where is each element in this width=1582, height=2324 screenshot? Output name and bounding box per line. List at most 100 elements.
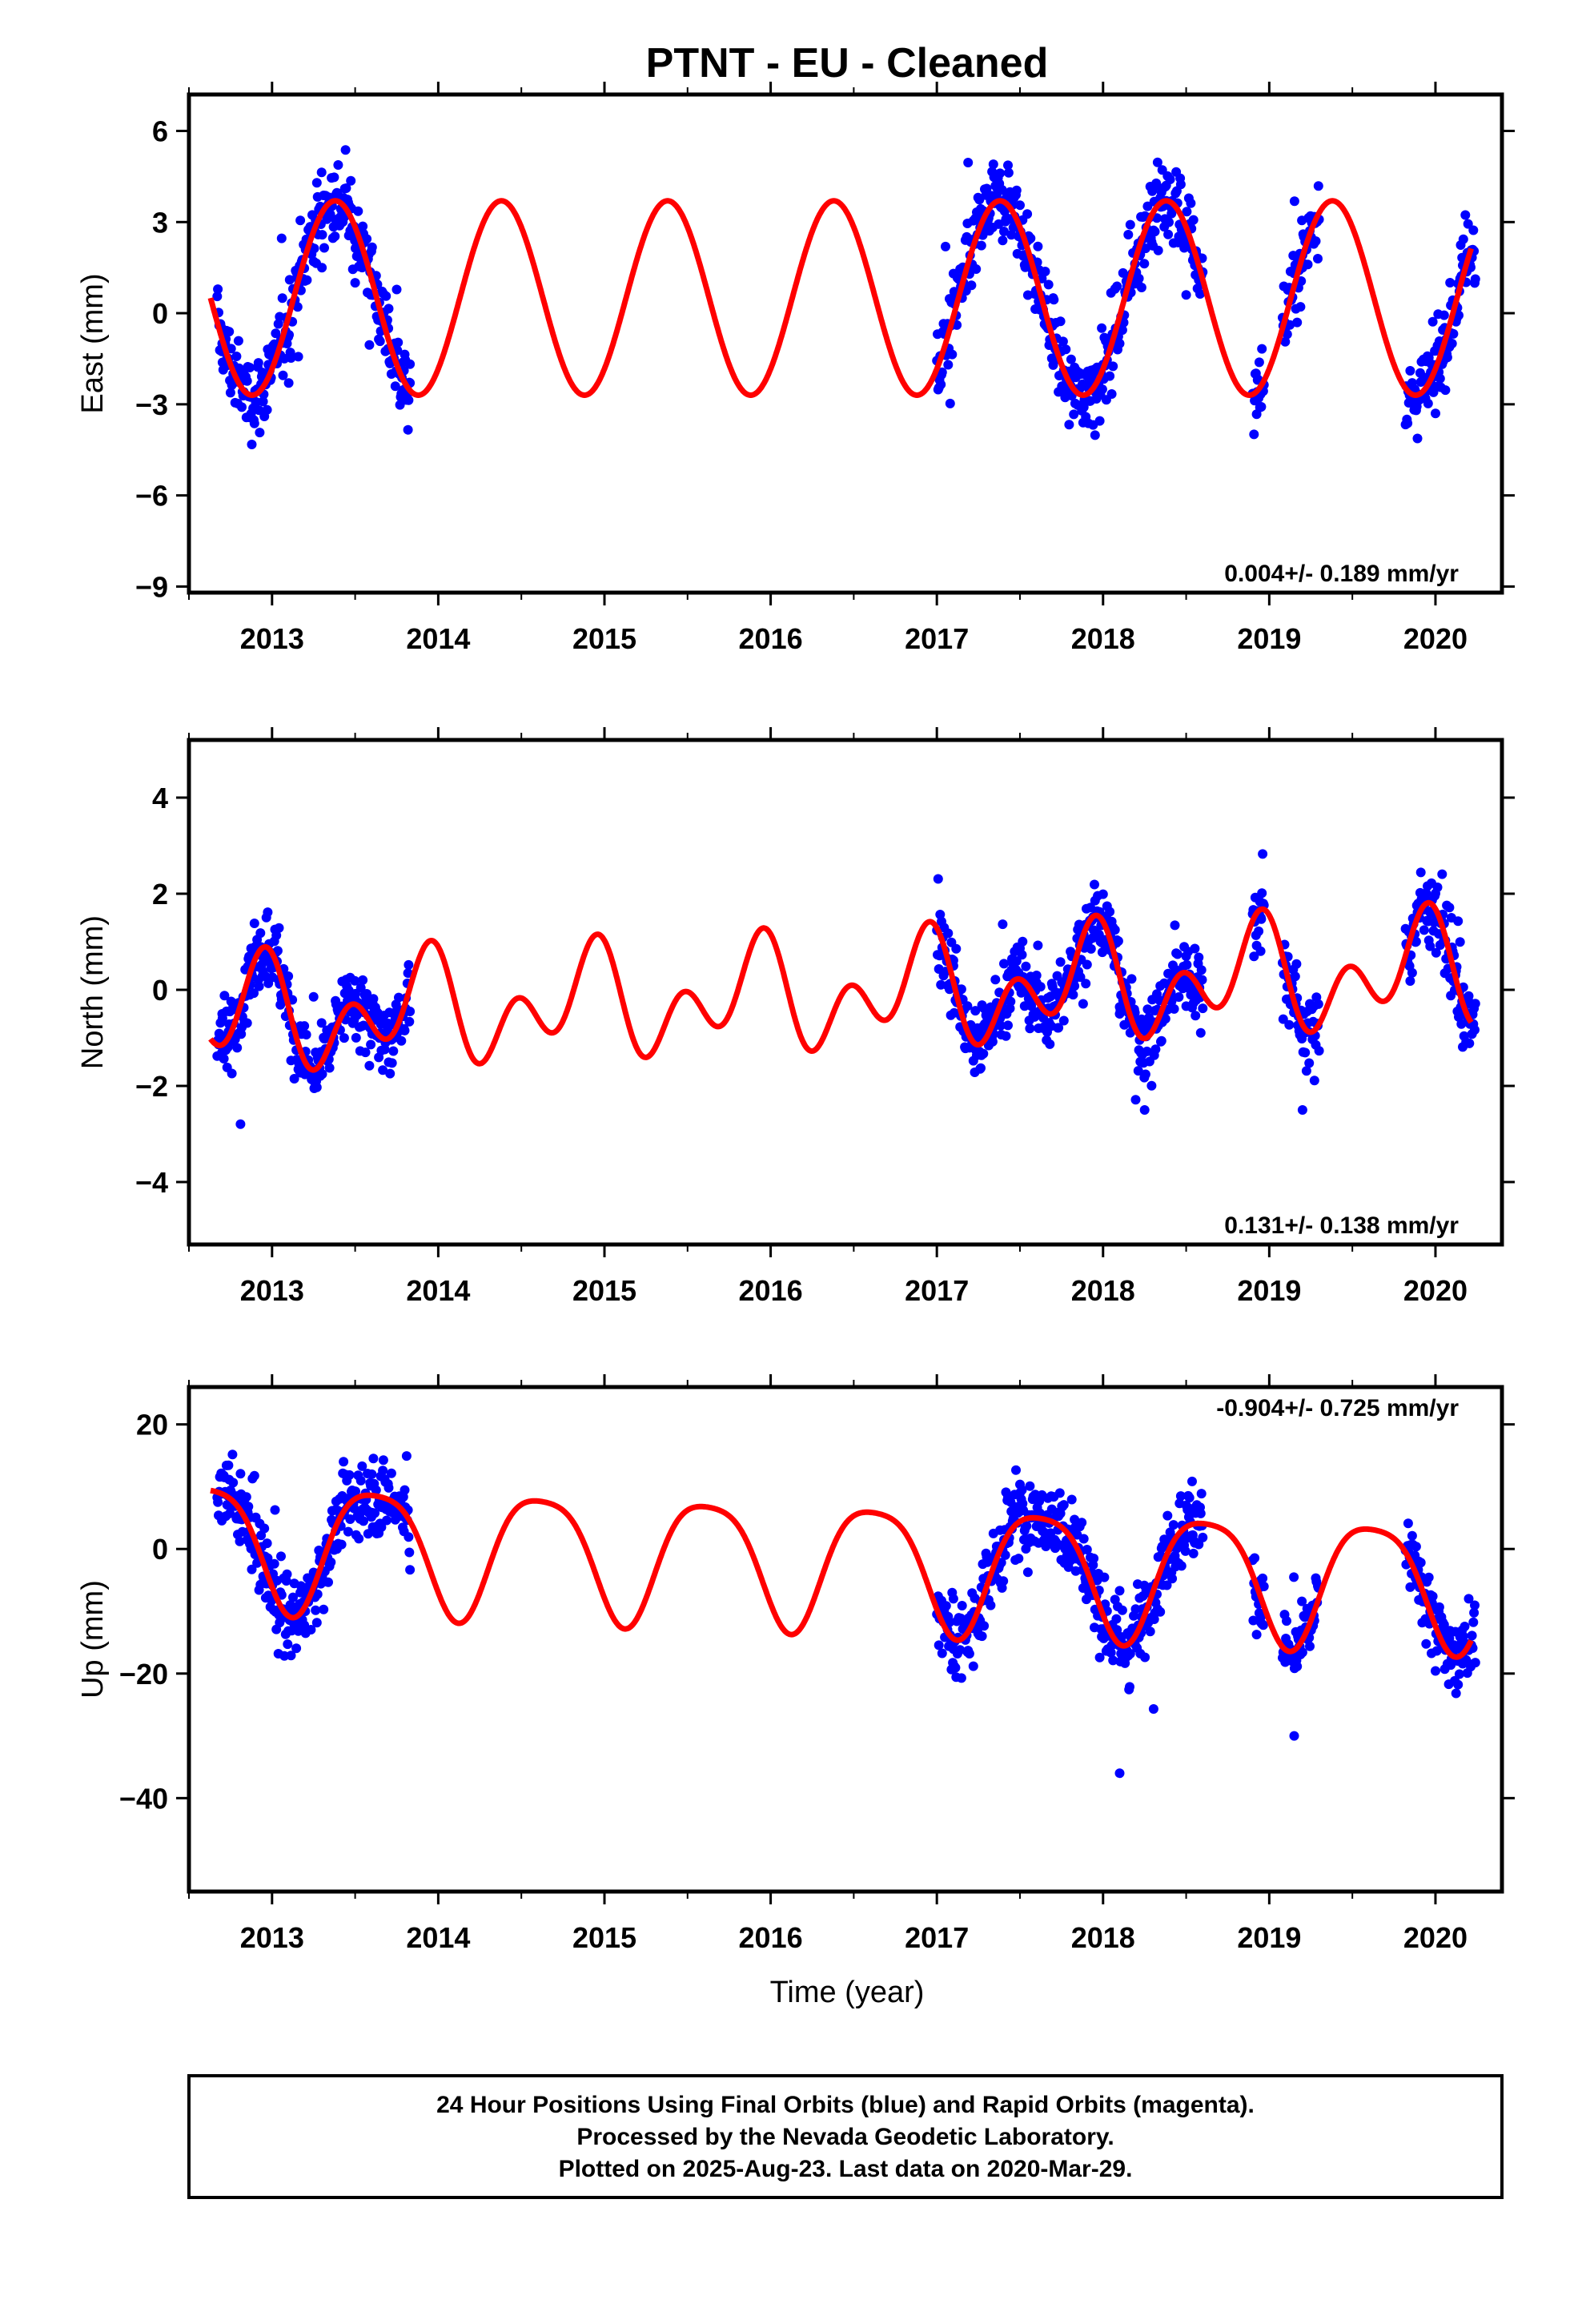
data-point bbox=[1054, 1023, 1064, 1033]
data-point bbox=[1289, 1731, 1299, 1741]
data-point bbox=[1405, 366, 1415, 376]
data-point bbox=[293, 1626, 303, 1636]
data-point bbox=[1156, 1035, 1166, 1046]
y-tick-label: −4 bbox=[135, 1166, 168, 1199]
data-point bbox=[1188, 215, 1199, 225]
data-point bbox=[235, 1536, 245, 1546]
data-point bbox=[1026, 1001, 1037, 1011]
data-point bbox=[1058, 1015, 1069, 1026]
panel-east: 2013 2014 2015 2016 2017 2018 2019 2020 6 3 0 −3 −6 −… bbox=[76, 82, 1515, 655]
data-point bbox=[1082, 959, 1092, 970]
data-point bbox=[233, 336, 243, 346]
data-point bbox=[1423, 398, 1433, 408]
data-point bbox=[383, 304, 394, 314]
data-point bbox=[249, 1470, 259, 1481]
data-point bbox=[1284, 1019, 1295, 1030]
data-point bbox=[936, 380, 946, 390]
data-point bbox=[1003, 1020, 1013, 1031]
data-point bbox=[1470, 999, 1480, 1009]
data-point bbox=[956, 1673, 966, 1683]
data-point bbox=[1153, 245, 1163, 255]
data-point bbox=[346, 175, 356, 186]
data-point bbox=[1301, 1066, 1311, 1076]
data-point bbox=[1094, 416, 1105, 426]
x-tick-label: 2019 bbox=[1237, 1921, 1301, 1954]
data-point bbox=[964, 1649, 974, 1659]
data-point bbox=[400, 1485, 410, 1495]
data-point bbox=[1099, 1572, 1110, 1582]
data-point bbox=[254, 981, 264, 991]
data-point bbox=[1305, 1641, 1315, 1651]
data-point bbox=[1125, 1682, 1134, 1692]
data-point bbox=[228, 1478, 239, 1488]
data-point bbox=[217, 1469, 227, 1479]
data-point bbox=[378, 1065, 388, 1076]
data-point bbox=[249, 919, 259, 928]
data-point bbox=[1453, 1679, 1464, 1690]
data-point bbox=[1291, 959, 1302, 969]
x-tick-label: 2013 bbox=[240, 622, 304, 655]
data-point bbox=[358, 975, 368, 985]
data-point bbox=[376, 1522, 387, 1532]
caption-line-3: Plotted on 2025-Aug-23. Last data on 202… bbox=[559, 2156, 1133, 2182]
data-point bbox=[962, 1001, 973, 1011]
data-point bbox=[1058, 1500, 1069, 1510]
data-point bbox=[354, 1534, 364, 1544]
data-point bbox=[937, 367, 947, 377]
data-point bbox=[1258, 1620, 1268, 1630]
data-point bbox=[1043, 279, 1054, 290]
data-point bbox=[1164, 217, 1174, 227]
data-point bbox=[247, 440, 257, 449]
data-point bbox=[1163, 229, 1174, 239]
data-point bbox=[405, 359, 416, 369]
data-point bbox=[341, 183, 351, 193]
data-point bbox=[1445, 278, 1456, 287]
data-point bbox=[299, 1021, 310, 1031]
data-point bbox=[1033, 940, 1043, 951]
data-point bbox=[1455, 937, 1465, 947]
data-point bbox=[293, 352, 303, 362]
data-point bbox=[251, 1513, 260, 1523]
data-point bbox=[1278, 1014, 1288, 1024]
data-point bbox=[1470, 1025, 1480, 1035]
data-point bbox=[1181, 951, 1191, 961]
data-point bbox=[319, 1604, 329, 1614]
data-point bbox=[232, 1043, 243, 1053]
data-point bbox=[345, 1514, 355, 1524]
data-point bbox=[1098, 889, 1108, 899]
data-point bbox=[351, 1486, 360, 1497]
data-point bbox=[1468, 225, 1479, 235]
data-point bbox=[1097, 384, 1107, 395]
data-point bbox=[933, 874, 943, 884]
data-point bbox=[295, 215, 306, 226]
data-point bbox=[401, 1451, 412, 1462]
data-point bbox=[1282, 329, 1292, 340]
data-point bbox=[225, 1508, 235, 1518]
data-point bbox=[349, 1503, 359, 1514]
data-point bbox=[1403, 1518, 1413, 1529]
data-point bbox=[1249, 429, 1259, 440]
data-point bbox=[350, 278, 360, 288]
data-point bbox=[1006, 230, 1017, 240]
data-point bbox=[283, 971, 294, 981]
y-tick-label: 0 bbox=[152, 1533, 168, 1566]
data-point bbox=[359, 1516, 368, 1526]
data-point bbox=[1448, 328, 1459, 339]
data-point bbox=[371, 1485, 381, 1495]
data-point bbox=[383, 1482, 394, 1493]
data-point bbox=[1290, 971, 1300, 982]
data-point bbox=[212, 292, 223, 302]
data-point bbox=[311, 1605, 321, 1615]
data-point bbox=[383, 1019, 394, 1028]
data-point bbox=[978, 1048, 989, 1059]
x-tick-label: 2020 bbox=[1403, 1274, 1468, 1307]
data-point bbox=[1194, 952, 1204, 963]
data-point bbox=[1403, 418, 1413, 428]
x-tick-label: 2018 bbox=[1071, 622, 1135, 655]
data-point bbox=[1011, 1465, 1021, 1475]
model-curve bbox=[207, 198, 1474, 398]
data-point bbox=[968, 1661, 978, 1671]
data-point bbox=[1114, 1009, 1125, 1019]
x-tick-label: 2013 bbox=[240, 1274, 304, 1307]
data-point bbox=[393, 337, 404, 348]
